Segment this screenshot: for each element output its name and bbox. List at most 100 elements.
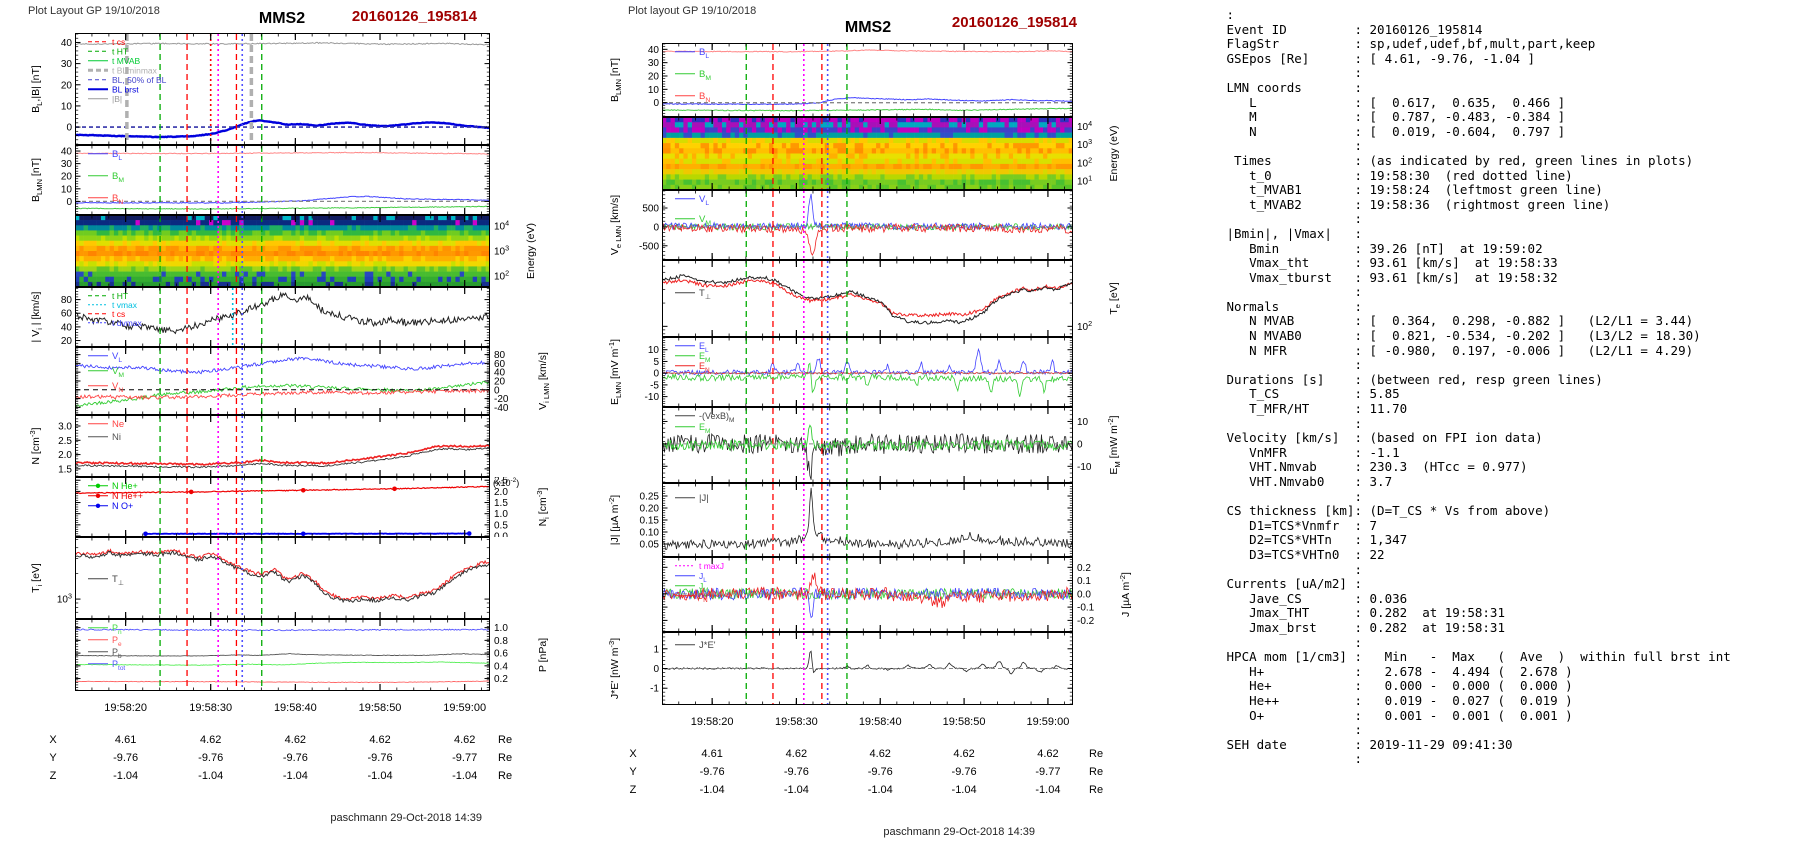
svg-text:5: 5 [653,357,659,368]
svg-text:2.0: 2.0 [494,487,508,498]
svg-text:1.5: 1.5 [494,498,508,509]
series-line [662,362,1073,397]
svg-text:19:58:50: 19:58:50 [359,702,402,714]
left-panels: 0 10 20 30 40 BL,|B| [nT] t cs t HT t MVAB t BLmi… [0,33,600,691]
svg-text:40: 40 [61,322,73,333]
svg-text:-10: -10 [645,392,660,403]
svg-text:VL: VL [699,194,709,207]
svg-text:(x10-2): (x10-2) [493,477,519,488]
svg-text:-40: -40 [494,403,509,414]
svg-text:J [µA m-2]: J [µA m-2] [1118,572,1132,617]
axis-ticks [663,484,1072,557]
svg-text:0.0: 0.0 [494,532,508,538]
svg-text:30: 30 [61,59,73,70]
svg-text:-500: -500 [639,241,659,252]
svg-text:104: 104 [1077,119,1092,133]
svg-text:-10: -10 [1077,462,1092,473]
series-line [662,487,1073,550]
svg-text:|J| [µA m-2]: |J| [µA m-2] [607,495,621,545]
svg-text:20: 20 [61,80,73,91]
legend: BL BM BN [675,47,711,104]
svg-text:Vi LMN [km/s]: Vi LMN [km/s] [537,352,551,410]
axis-ticks [663,408,1072,483]
svg-text:t vmax: t vmax [112,300,138,310]
svg-text:102: 102 [494,269,509,283]
axis-ticks [91,216,482,286]
panel-ti: 103 Ti [eV] T⊥ [30,537,490,619]
series-line [662,193,1073,231]
svg-text:0.05: 0.05 [640,540,660,551]
svg-text:Re: Re [498,752,512,764]
svg-text:-9.76: -9.76 [283,752,308,764]
svg-text:0.10: 0.10 [640,528,660,539]
axis-ticks [663,632,1072,705]
svg-text:4.62: 4.62 [369,734,390,746]
svg-text:4.61: 4.61 [115,734,136,746]
legend: T⊥ [88,574,124,587]
svg-text:0.2: 0.2 [1077,563,1091,574]
spectrogram [75,215,490,287]
svg-text:-9.77: -9.77 [452,752,477,764]
svg-text:t BLminmax: t BLminmax [112,66,158,76]
series-line [145,532,470,535]
event-info-panel: : Event ID : 20160126_195814 FlagStr : s… [1185,0,1804,767]
svg-text:P [nPa]: P [nPa] [537,638,549,672]
svg-text:Z: Z [50,770,57,782]
svg-text:60: 60 [61,309,73,320]
panel-j-mag: 0.050.100.150.200.25 |J| [µA m-2] |J| [607,483,1073,557]
svg-text:BLMN [nT]: BLMN [nT] [30,158,44,202]
svg-text:EM [mW m-2]: EM [mW m-2] [1106,415,1122,474]
svg-text:0.2: 0.2 [494,674,508,685]
svg-text:103: 103 [1077,137,1092,151]
svg-text:BN: BN [699,91,710,104]
svg-text:103: 103 [57,592,72,606]
svg-text:4.62: 4.62 [454,734,475,746]
series-group [662,424,1073,480]
series-line [75,291,490,335]
svg-text:t dvmax: t dvmax [112,318,143,328]
svg-text:102: 102 [1077,155,1092,169]
series-line [75,356,490,375]
legend: Ne Ni [88,419,124,443]
svg-text:20: 20 [61,172,73,183]
svg-text:30: 30 [648,58,660,69]
series-line [75,628,490,632]
svg-text:-1.04: -1.04 [283,770,308,782]
svg-text:-1.04: -1.04 [452,770,477,782]
series-line [75,550,490,604]
svg-text:0.5: 0.5 [494,520,508,531]
svg-text:Pn: Pn [112,623,122,636]
axis-ticks [76,416,489,477]
axis-ticks [76,538,489,618]
svg-text:500: 500 [642,204,659,215]
legend: -(VexB)MEM [675,411,734,435]
series-group [75,485,490,537]
axis-ticks [663,558,1072,632]
position-table-svg: 19:58:20 19:58:30 19:58:40 19:58:50 19:59:00… [49,702,512,782]
left-plot-column: Plot Layout GP 19/10/2018 MMS2 20160126_… [0,0,600,824]
svg-text:0.0: 0.0 [1077,589,1091,600]
svg-text:19:58:30: 19:58:30 [189,702,232,714]
svg-text:0.8: 0.8 [494,636,508,647]
series-group [662,274,1073,325]
svg-text:-9.76: -9.76 [198,752,223,764]
middle-plot-layout-title: Plot layout GP 19/10/2018 [628,5,757,17]
svg-text:40: 40 [61,38,73,49]
series-group [662,49,1073,112]
axis-ticks [663,261,1072,336]
position-table-svg: 19:58:20 19:58:30 19:58:40 19:58:50 19:59:00… [629,716,1103,796]
svg-text:-1.04: -1.04 [113,770,138,782]
svg-text:t maxJ: t maxJ [699,561,724,571]
series-line [75,41,490,46]
svg-text:40: 40 [494,368,506,379]
svg-text:0.1: 0.1 [1077,576,1091,587]
svg-text:10: 10 [61,184,73,195]
svg-text:Re: Re [498,734,512,746]
series-line [75,119,490,139]
svg-text:80: 80 [61,295,73,306]
svg-text:Pe: Pe [112,635,122,648]
svg-text:BM: BM [112,171,124,184]
